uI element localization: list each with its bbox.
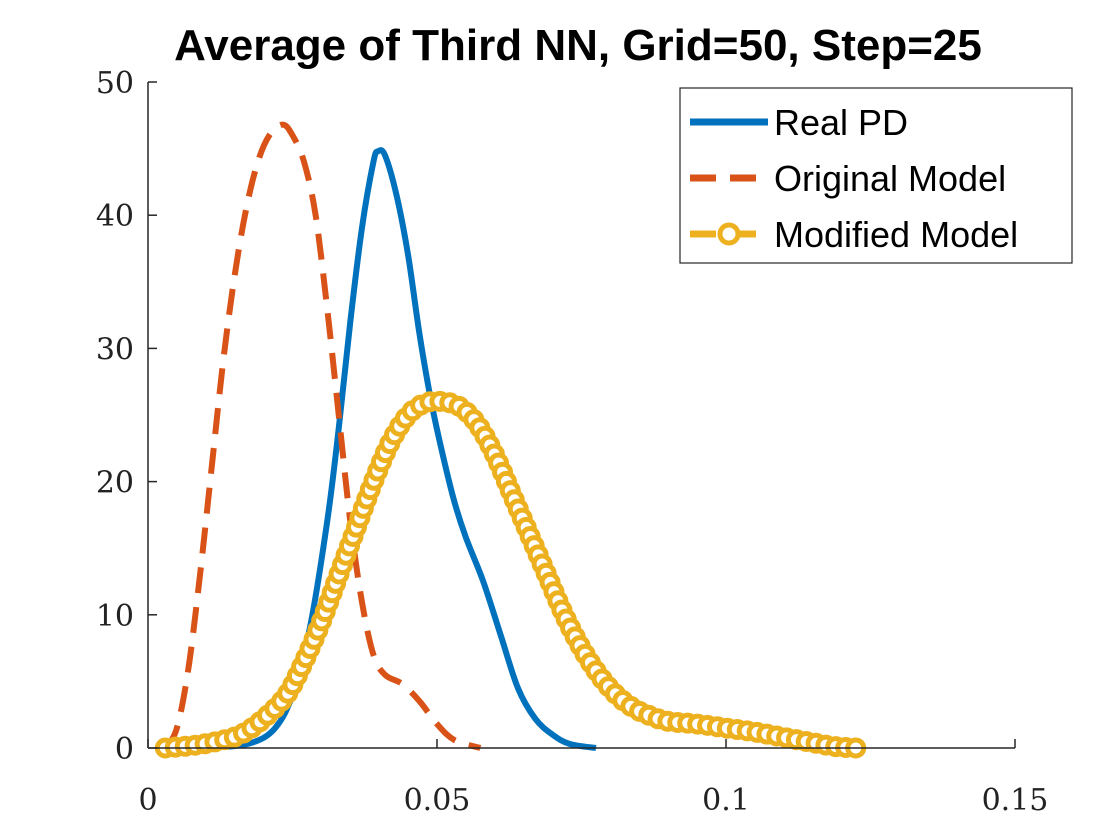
x-tick-label: 0.15 bbox=[982, 783, 1049, 818]
series-line-3 bbox=[165, 398, 857, 751]
y-tick-label: 50 bbox=[96, 66, 134, 101]
y-tick-label: 0 bbox=[115, 732, 134, 767]
y-tick-label: 10 bbox=[96, 599, 134, 634]
y-tick-label: 40 bbox=[96, 199, 134, 234]
legend-label-3: Modified Model bbox=[774, 214, 1018, 255]
x-tick-label: 0.05 bbox=[404, 783, 471, 818]
legend-label-2: Original Model bbox=[774, 158, 1006, 199]
chart-title: Average of Third NN, Grid=50, Step=25 bbox=[174, 21, 982, 70]
x-tick-label: 0 bbox=[138, 783, 157, 818]
y-tick-label: 20 bbox=[96, 466, 134, 501]
legend: Real PD Original Model Modified Model bbox=[679, 87, 1073, 264]
x-tick-label: 0.1 bbox=[702, 783, 750, 818]
legend-marker-3 bbox=[717, 222, 741, 246]
y-tick-label: 30 bbox=[96, 332, 134, 367]
legend-label-1: Real PD bbox=[774, 102, 908, 143]
series-layer bbox=[154, 121, 867, 759]
series-line-2 bbox=[162, 121, 482, 751]
axes-layer: 0 0.05 0.1 0.15 0 10 20 30 40 50 bbox=[96, 66, 1049, 818]
